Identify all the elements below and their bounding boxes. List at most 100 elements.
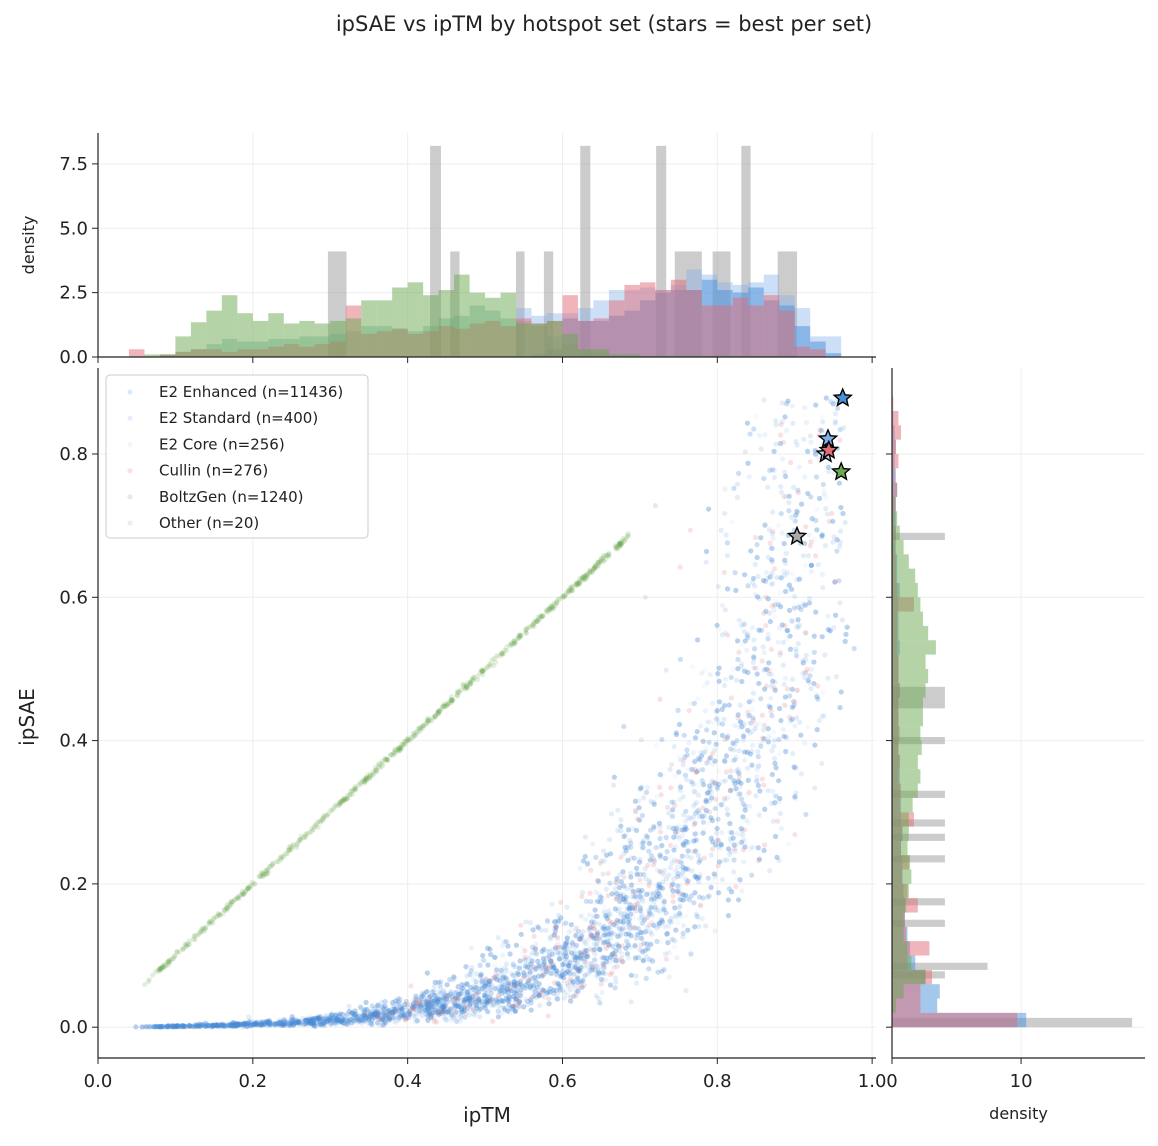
scatter-point (722, 759, 727, 764)
scatter-point (794, 509, 799, 514)
scatter-point (686, 740, 691, 745)
scatter-point (445, 982, 450, 987)
scatter-point (664, 932, 669, 937)
scatter-point (716, 584, 721, 589)
scatter-point (665, 940, 670, 945)
scatter-point (585, 860, 590, 865)
scatter-point (746, 778, 751, 783)
scatter-point (551, 991, 556, 996)
scatter-point (574, 943, 579, 948)
scatter-point (681, 931, 686, 936)
scatter-point (723, 532, 728, 537)
scatter-point (736, 471, 741, 476)
scatter-point (598, 899, 603, 904)
scatter-point (783, 589, 788, 594)
scatter-point (754, 774, 759, 779)
scatter-point (769, 713, 774, 718)
scatter-point (706, 876, 711, 881)
scatter-point (772, 738, 777, 743)
scatter-point (843, 632, 848, 637)
scatter-point (825, 676, 830, 681)
scatter-point (734, 678, 739, 683)
scatter-point (643, 929, 648, 934)
scatter-point (725, 553, 730, 558)
scatter-point (780, 457, 785, 462)
scatter-point (644, 976, 649, 981)
scatter-point (837, 600, 842, 605)
scatter-point (618, 912, 623, 917)
scatter-point (843, 520, 848, 525)
scatter-point (518, 988, 523, 993)
scatter-point (807, 600, 812, 605)
scatter-point (819, 761, 824, 766)
scatter-point (835, 406, 840, 411)
scatter-point (814, 474, 819, 479)
scatter-point (642, 957, 647, 962)
scatter-point (757, 788, 762, 793)
scatter-point (592, 907, 597, 912)
scatter-point (623, 931, 628, 936)
scatter-point (742, 749, 747, 754)
scatter-point (622, 845, 627, 850)
scatter-point (494, 967, 499, 972)
scatter-point (770, 510, 775, 515)
scatter-point (792, 764, 797, 769)
scatter-point (820, 419, 825, 424)
scatter-point (766, 735, 771, 740)
scatter-point (740, 832, 745, 837)
scatter-point (769, 546, 774, 551)
scatter-point (777, 626, 782, 631)
scatter-point (570, 964, 575, 969)
scatter-point (710, 701, 715, 706)
scatter-point (770, 679, 775, 684)
scatter-point (680, 854, 685, 859)
scatter-point (478, 963, 483, 968)
scatter-point (761, 848, 766, 853)
scatter-point (826, 465, 831, 470)
scatter-point (741, 801, 746, 806)
scatter-point (485, 946, 490, 951)
scatter-point (644, 790, 649, 795)
scatter-point (499, 1010, 504, 1015)
scatter-point (837, 544, 842, 549)
scatter-point (669, 762, 674, 767)
scatter-point (565, 935, 570, 940)
scatter-point (324, 1019, 329, 1024)
scatter-point (770, 789, 775, 794)
scatter-point (666, 825, 671, 830)
scatter-point (790, 751, 795, 756)
scatter-point (590, 841, 595, 846)
scatter-point (469, 945, 474, 950)
scatter-point (804, 420, 809, 425)
scatter-point (815, 727, 820, 732)
scatter-point (563, 971, 568, 976)
scatter-point (735, 495, 740, 500)
scatter-point (165, 1024, 170, 1029)
scatter-point (770, 581, 775, 586)
scatter-point (770, 772, 775, 777)
scatter-point (821, 713, 826, 718)
scatter-point (678, 784, 683, 789)
scatter-point (693, 874, 698, 879)
scatter-point (799, 502, 804, 507)
scatter-point (629, 973, 634, 978)
scatter-point (798, 733, 803, 738)
scatter-point (564, 940, 569, 945)
scatter-point (465, 989, 470, 994)
scatter-point (657, 836, 662, 841)
scatter-point (797, 464, 802, 469)
scatter-point (766, 660, 771, 665)
scatter-point (756, 763, 761, 768)
scatter-point (805, 491, 810, 496)
scatter-point (722, 486, 727, 491)
scatter-point (718, 846, 723, 851)
scatter-point (673, 927, 678, 932)
scatter-point (838, 427, 843, 432)
scatter-point (564, 904, 569, 909)
scatter-point (843, 639, 848, 644)
scatter-point (776, 778, 781, 783)
scatter-point (833, 411, 838, 416)
scatter-point (655, 970, 660, 975)
scatter-point (801, 437, 806, 442)
scatter-point (667, 950, 672, 955)
